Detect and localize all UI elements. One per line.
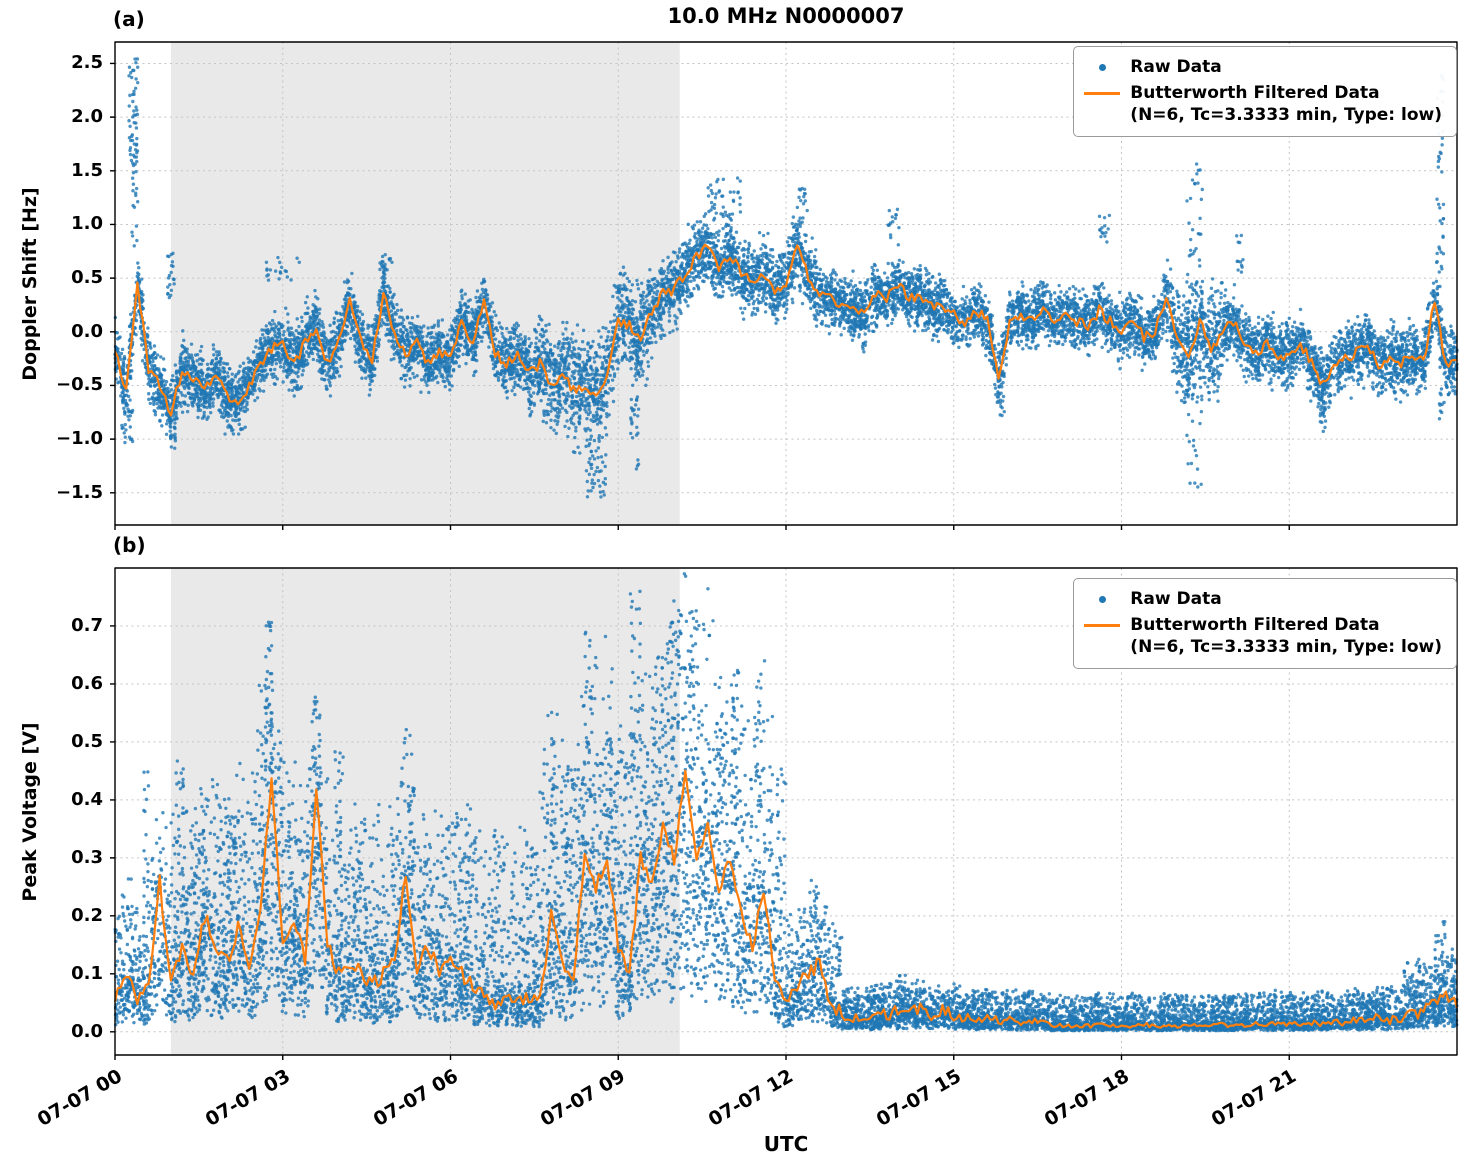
legend-filtered-sublabel: (N=6, Tc=3.3333 min, Type: low): [1130, 105, 1442, 126]
filtered-line-icon: [1083, 614, 1121, 636]
filtered-line-icon: [1083, 82, 1121, 104]
legend-row-raw: Raw Data: [1083, 588, 1442, 610]
y-tick-label: 2.0: [71, 106, 103, 128]
y-tick-label: 0.0: [71, 320, 103, 342]
raw-data-dot-icon: [1083, 588, 1121, 610]
panel-b-label: (b): [113, 533, 146, 557]
y-tick-label: −1.0: [56, 428, 103, 450]
legend-row-filtered: Butterworth Filtered Data (N=6, Tc=3.3333…: [1083, 614, 1442, 658]
x-axis-label: UTC: [763, 1132, 809, 1156]
y-tick-label: −1.5: [56, 481, 103, 503]
y-tick-label: 1.5: [71, 159, 103, 181]
y-tick-label: −0.5: [56, 374, 103, 396]
y-tick-label: 0.6: [71, 672, 103, 694]
y-tick-label: 0.1: [71, 962, 103, 984]
legend-filtered-text: Butterworth Filtered Data (N=6, Tc=3.3333…: [1130, 82, 1442, 126]
y-tick-label: 0.7: [71, 614, 103, 636]
legend-panel-b: Raw Data Butterworth Filtered Data (N=6, …: [1073, 578, 1457, 670]
y-tick-label: 2.5: [71, 52, 103, 74]
legend-filtered-label: Butterworth Filtered Data: [1130, 83, 1380, 104]
y-tick-label: 0.5: [71, 730, 103, 752]
y-tick-label: 0.2: [71, 904, 103, 926]
figure-title: 10.0 MHz N0000007: [667, 4, 905, 28]
y-tick-label: 1.0: [71, 213, 103, 235]
legend-filtered-label: Butterworth Filtered Data: [1130, 615, 1380, 636]
legend-filtered-sublabel: (N=6, Tc=3.3333 min, Type: low): [1130, 637, 1442, 658]
y-tick-label: 0.3: [71, 846, 103, 868]
y-tick-label: 0.0: [71, 1020, 103, 1042]
raw-data-dot-icon: [1083, 56, 1121, 78]
panel-a-label: (a): [113, 7, 145, 31]
legend-row-filtered: Butterworth Filtered Data (N=6, Tc=3.3333…: [1083, 82, 1442, 126]
y-tick-label: 0.5: [71, 267, 103, 289]
legend-raw-label: Raw Data: [1130, 589, 1222, 609]
legend-raw-label: Raw Data: [1130, 57, 1222, 77]
legend-filtered-text: Butterworth Filtered Data (N=6, Tc=3.3333…: [1130, 614, 1442, 658]
legend-row-raw: Raw Data: [1083, 56, 1442, 78]
x-tick-label: 07-07 00: [33, 1065, 126, 1131]
y-tick-label: 0.4: [71, 788, 103, 810]
legend-panel-a: Raw Data Butterworth Filtered Data (N=6, …: [1073, 46, 1457, 138]
